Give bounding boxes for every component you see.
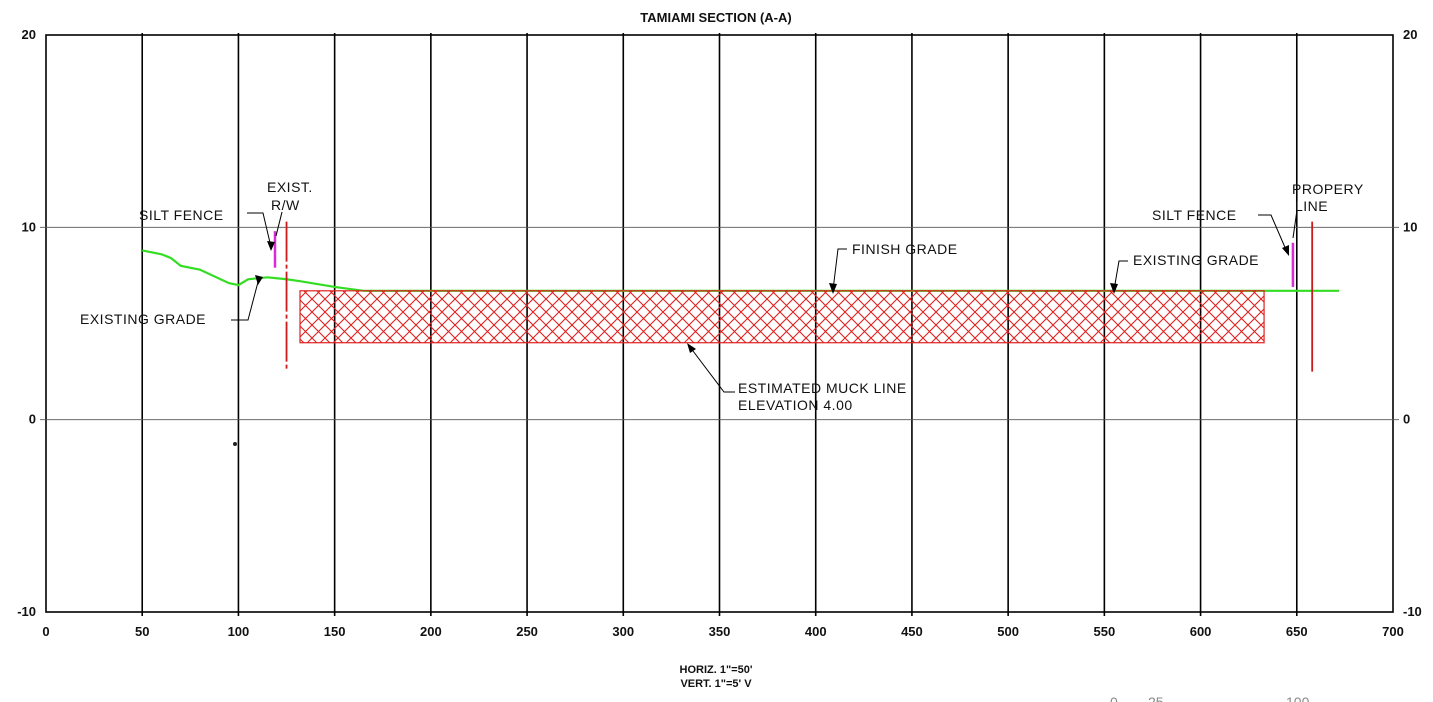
exist-rw-label-1: EXIST. <box>267 179 313 195</box>
footer-fragment-2: 25 <box>1148 694 1164 702</box>
y-tick-label-left: -10 <box>17 604 36 619</box>
x-tick-label: 350 <box>709 624 731 639</box>
x-tick-label: 250 <box>516 624 538 639</box>
y-tick-label-left: 0 <box>29 412 36 427</box>
silt-fence-right-label: SILT FENCE <box>1152 207 1237 223</box>
drawing-title: TAMIAMI SECTION (A-A) <box>640 10 791 25</box>
horizontal-scale-note: HORIZ. 1"=50' <box>680 664 753 676</box>
x-tick-label: 50 <box>135 624 149 639</box>
property-line-leader <box>1292 209 1298 239</box>
x-tick-label: 500 <box>997 624 1019 639</box>
existing-grade-right-leader <box>1113 260 1128 291</box>
muck-area-hatch <box>299 290 1265 344</box>
x-tick-label: 450 <box>901 624 923 639</box>
x-tick-label: 150 <box>324 624 346 639</box>
silt-fence-right-leader <box>1258 214 1288 253</box>
x-tick-label: 600 <box>1190 624 1212 639</box>
muck-line-label-2: ELEVATION 4.00 <box>738 397 853 413</box>
survey-point <box>233 442 237 446</box>
muck-line-label-1: ESTIMATED MUCK LINE <box>738 380 907 396</box>
finish-grade-leader <box>832 248 847 291</box>
property-line-label-2: LINE <box>1295 198 1328 214</box>
existing-grade-left-leader <box>231 281 259 321</box>
y-tick-label-right: 0 <box>1403 412 1410 427</box>
exist-rw-label-2: R/W <box>271 197 300 213</box>
y-tick-label-left: 20 <box>22 27 36 42</box>
x-tick-label: 100 <box>228 624 250 639</box>
muck-line-leader <box>689 346 735 393</box>
silt-fence-left-leader <box>247 212 272 248</box>
vertical-scale-note: VERT. 1"=5' V <box>680 678 752 690</box>
x-tick-label: 300 <box>612 624 634 639</box>
silt-fence-left-label: SILT FENCE <box>139 207 224 223</box>
x-tick-label: 550 <box>1094 624 1116 639</box>
y-tick-label-left: 10 <box>22 219 36 234</box>
existing-grade-left-label: EXISTING GRADE <box>80 311 206 327</box>
x-tick-label: 0 <box>42 624 49 639</box>
x-tick-label: 200 <box>420 624 442 639</box>
x-tick-label: 700 <box>1382 624 1404 639</box>
exist-rw-leader <box>275 211 283 237</box>
leader-arrowheads <box>255 241 1289 353</box>
footer-fragment-1: 0 <box>1110 694 1118 702</box>
y-tick-label-right: 10 <box>1403 219 1417 234</box>
footer-fragment-3: 100 <box>1286 694 1310 702</box>
x-tick-label: 400 <box>805 624 827 639</box>
existing-grade-right-label: EXISTING GRADE <box>1133 252 1259 268</box>
x-tick-label: 650 <box>1286 624 1308 639</box>
y-tick-label-right: -10 <box>1403 604 1422 619</box>
y-tick-label-right: 20 <box>1403 27 1417 42</box>
leader-lines <box>231 209 1298 393</box>
property-line-label-1: PROPERY <box>1292 181 1364 197</box>
finish-grade-label: FINISH GRADE <box>852 241 958 257</box>
